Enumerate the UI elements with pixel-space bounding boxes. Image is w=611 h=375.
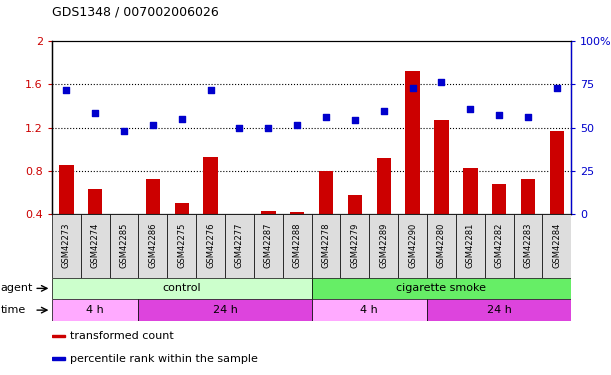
Text: GSM42278: GSM42278 — [321, 223, 331, 268]
FancyBboxPatch shape — [81, 214, 109, 278]
FancyBboxPatch shape — [312, 278, 571, 299]
Text: GSM42286: GSM42286 — [148, 223, 158, 268]
Bar — [203, 157, 218, 214]
FancyBboxPatch shape — [456, 214, 485, 278]
FancyBboxPatch shape — [52, 278, 312, 299]
FancyBboxPatch shape — [312, 214, 340, 278]
Bar — [52, 357, 65, 360]
Point — [321, 114, 331, 120]
Text: agent: agent — [1, 284, 33, 293]
Bar — [88, 189, 103, 214]
Point — [408, 85, 417, 91]
FancyBboxPatch shape — [167, 214, 196, 278]
FancyBboxPatch shape — [225, 214, 254, 278]
Text: GSM42279: GSM42279 — [350, 223, 359, 268]
Point — [177, 116, 187, 122]
Text: transformed count: transformed count — [70, 331, 174, 341]
Text: 24 h: 24 h — [213, 305, 238, 315]
FancyBboxPatch shape — [52, 214, 81, 278]
Text: GSM42285: GSM42285 — [120, 223, 128, 268]
Text: GSM42277: GSM42277 — [235, 223, 244, 268]
Text: 24 h: 24 h — [487, 305, 511, 315]
Bar — [463, 168, 478, 214]
Text: time: time — [1, 305, 26, 315]
Text: GSM42288: GSM42288 — [293, 223, 302, 268]
Bar — [492, 184, 507, 214]
Point — [379, 108, 389, 114]
FancyBboxPatch shape — [485, 214, 514, 278]
Point — [350, 117, 360, 123]
Text: GSM42276: GSM42276 — [206, 223, 215, 268]
Text: GSM42281: GSM42281 — [466, 223, 475, 268]
Bar — [145, 179, 160, 214]
FancyBboxPatch shape — [398, 214, 427, 278]
FancyBboxPatch shape — [427, 299, 571, 321]
FancyBboxPatch shape — [254, 214, 283, 278]
Text: GSM42273: GSM42273 — [62, 223, 71, 268]
FancyBboxPatch shape — [340, 214, 369, 278]
Point — [292, 122, 302, 128]
Text: GDS1348 / 007002006026: GDS1348 / 007002006026 — [52, 6, 219, 19]
Bar — [175, 203, 189, 214]
Bar — [319, 171, 333, 214]
Text: GSM42289: GSM42289 — [379, 223, 388, 268]
Point — [62, 87, 71, 93]
Point — [90, 111, 100, 117]
Point — [119, 128, 129, 134]
Point — [206, 87, 216, 93]
Text: GSM42290: GSM42290 — [408, 223, 417, 268]
FancyBboxPatch shape — [139, 299, 312, 321]
Text: GSM42274: GSM42274 — [90, 223, 100, 268]
Bar — [290, 211, 304, 214]
Text: control: control — [163, 284, 201, 293]
Text: GSM42287: GSM42287 — [264, 223, 273, 268]
Text: 4 h: 4 h — [86, 305, 104, 315]
FancyBboxPatch shape — [139, 214, 167, 278]
Point — [466, 106, 475, 112]
Text: GSM42282: GSM42282 — [495, 223, 503, 268]
Point — [148, 122, 158, 128]
Point — [235, 124, 244, 130]
FancyBboxPatch shape — [52, 299, 139, 321]
Text: GSM42275: GSM42275 — [177, 223, 186, 268]
Text: cigarette smoke: cigarette smoke — [397, 284, 486, 293]
Text: percentile rank within the sample: percentile rank within the sample — [70, 354, 258, 363]
Bar — [59, 165, 73, 214]
Bar — [232, 214, 247, 216]
Text: 4 h: 4 h — [360, 305, 378, 315]
FancyBboxPatch shape — [109, 214, 139, 278]
Bar — [117, 214, 131, 219]
Bar — [52, 334, 65, 338]
Point — [437, 79, 447, 85]
Point — [552, 85, 562, 91]
FancyBboxPatch shape — [312, 299, 427, 321]
FancyBboxPatch shape — [283, 214, 312, 278]
Text: GSM42280: GSM42280 — [437, 223, 446, 268]
Bar — [434, 120, 448, 214]
Point — [523, 114, 533, 120]
Point — [263, 124, 273, 130]
Bar — [348, 195, 362, 214]
FancyBboxPatch shape — [427, 214, 456, 278]
FancyBboxPatch shape — [196, 214, 225, 278]
FancyBboxPatch shape — [543, 214, 571, 278]
Text: GSM42284: GSM42284 — [552, 223, 562, 268]
FancyBboxPatch shape — [369, 214, 398, 278]
Text: GSM42283: GSM42283 — [524, 223, 533, 268]
Bar — [405, 72, 420, 214]
FancyBboxPatch shape — [514, 214, 543, 278]
Bar — [521, 179, 535, 214]
Bar — [376, 158, 391, 214]
Bar — [550, 131, 564, 214]
Bar — [261, 210, 276, 214]
Point — [494, 112, 504, 118]
